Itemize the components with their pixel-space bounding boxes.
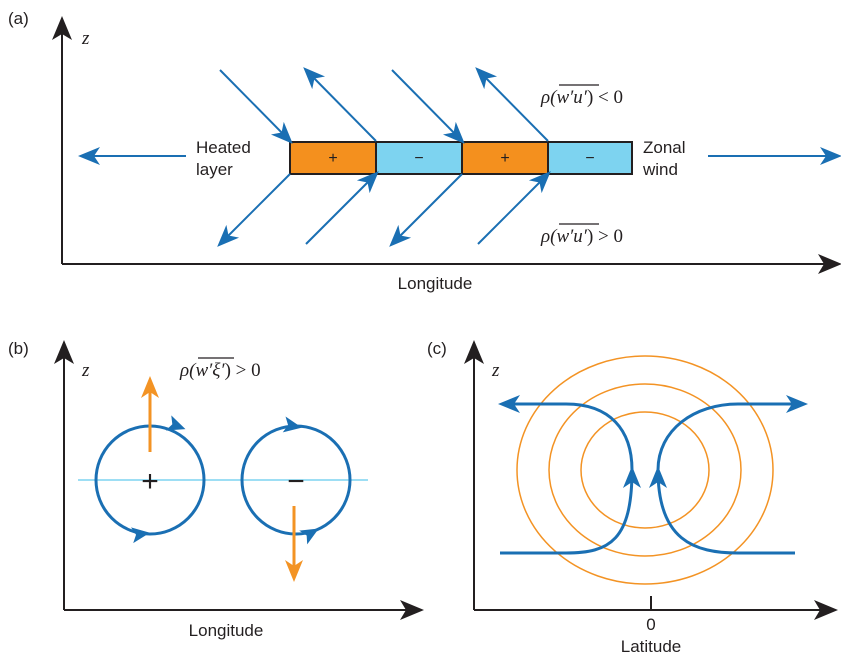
- heated-label-line2: layer: [196, 160, 233, 179]
- heated-box-3: [461, 141, 549, 175]
- zero-tick-label: 0: [646, 615, 655, 634]
- heating-contour-3: [580, 411, 710, 529]
- circulation-arrow-left-bottom: [130, 527, 150, 544]
- panel-a-tag: (a): [8, 9, 29, 28]
- panel-c-z-label: z: [491, 360, 500, 381]
- momentum-flux-upper: ρ(w′u′) < 0: [540, 87, 623, 108]
- wave-arrow-upper-1: [219, 69, 293, 144]
- streamline-left-outflow: [498, 395, 634, 471]
- circulation-arrow-right-top: [282, 416, 302, 433]
- circulation-arrow-left-top: [165, 415, 186, 431]
- box-sign-1: +: [328, 150, 337, 167]
- wave-arrow-upper-2: [303, 67, 377, 142]
- panel-c-x-label: Latitude: [621, 637, 682, 656]
- box-sign-4: −: [585, 150, 594, 167]
- wave-arrow-lower-4: [477, 171, 551, 245]
- box-sign-2: −: [414, 150, 423, 167]
- heating-contour-1: [516, 355, 774, 585]
- heating-contour-2: [548, 383, 742, 557]
- panel-c-tag: (c): [427, 339, 447, 358]
- panel-b-z-label: z: [81, 360, 90, 381]
- streamline-right-rising: [649, 466, 795, 555]
- panel-b-tag: (b): [8, 339, 29, 358]
- streamline-left-rising: [500, 466, 641, 555]
- panel-a-x-label: Longitude: [398, 274, 473, 293]
- zonal-label-line1: Zonal: [643, 138, 686, 157]
- wave-arrow-lower-2: [305, 171, 379, 245]
- panel-c: (c) z 0 Latitude: [427, 339, 838, 656]
- panel-b-x-label: Longitude: [189, 621, 264, 640]
- heated-label-line1: Heated: [196, 138, 251, 157]
- streamline-right-outflow: [656, 395, 808, 471]
- wave-arrow-upper-3: [391, 69, 465, 144]
- box-sign-3: +: [500, 150, 509, 167]
- wave-arrow-lower-3: [389, 173, 463, 247]
- circulation-arrow-right-bottom: [299, 528, 319, 545]
- sign-minus: −: [287, 465, 305, 498]
- panel-b: (b) z Longitude ρ(w′ξ′) > 0 + −: [8, 339, 424, 640]
- wave-arrow-upper-4: [475, 67, 549, 142]
- zonal-label-line2: wind: [642, 160, 678, 179]
- heated-box-4: [547, 141, 633, 175]
- sign-plus: +: [141, 465, 159, 498]
- vorticity-flux-label: ρ(w′ξ′) > 0: [179, 360, 261, 381]
- panel-a-z-label: z: [81, 28, 90, 49]
- panel-a: (a) z Longitude + − + − Heated layer Zon…: [8, 9, 841, 293]
- wave-arrow-lower-1: [217, 173, 291, 247]
- momentum-flux-lower: ρ(w′u′) > 0: [540, 226, 623, 247]
